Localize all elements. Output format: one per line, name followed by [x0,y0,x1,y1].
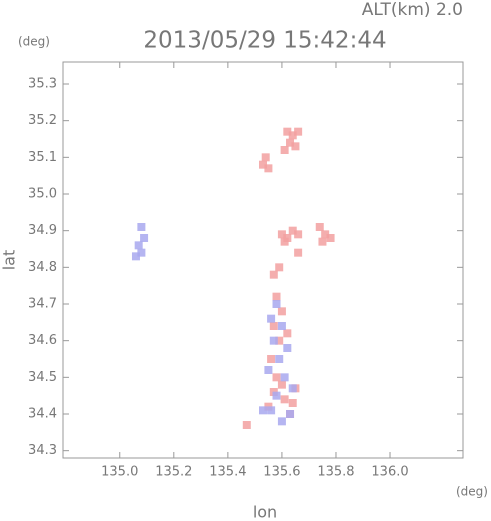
echo-point [277,307,286,316]
x-axis-label: lon [253,503,277,521]
echo-point [283,344,292,352]
echo-point [315,223,324,231]
echo-point [275,355,284,363]
echo-point [286,138,295,147]
echo-point [261,153,270,162]
echo-point [280,146,289,154]
echo-point [275,263,284,272]
echo-point [286,410,295,418]
echo-point [275,336,284,345]
y-tick-label: 35.2 [28,113,57,128]
y-tick-label: 34.3 [28,443,57,458]
y-axis-label: lat [0,250,19,271]
echo-point [280,373,289,382]
echo-point [277,230,286,239]
echo-point [264,164,273,173]
echo-point [283,329,292,338]
x-tick-label: 136.0 [371,465,408,480]
echo-point [321,230,330,239]
x-tick-label: 135.8 [317,465,354,480]
y-tick-label: 34.8 [28,260,57,275]
echo-point [288,131,297,140]
x-tick-label: 135.2 [155,465,192,480]
x-tick-label: 135.0 [101,465,138,480]
echo-point [277,380,286,389]
y-tick-label: 34.7 [28,297,57,312]
chart-subtitle: ALT(km) 2.0 [362,0,463,20]
echo-point [288,384,297,393]
echo-point [280,395,289,404]
echo-point [259,406,267,415]
echo-point [280,237,289,246]
x-unit: (deg) [456,485,488,499]
x-tick-label: 135.4 [209,465,246,480]
y-tick-label: 34.9 [28,223,57,238]
echo-point [326,234,335,242]
y-tick-label: 35.3 [28,77,57,92]
echo-point [288,226,297,235]
x-tick-label: 135.6 [263,465,300,480]
echo-point [269,322,278,330]
echo-point [272,373,281,382]
echo-point [294,248,303,257]
echo-point [277,322,286,330]
chart-title: 2013/05/29 15:42:44 [143,28,386,54]
echo-point [137,248,146,257]
echo-point [137,223,146,231]
echo-point [291,142,300,151]
y-tick-label: 34.5 [28,370,57,385]
echo-point [242,421,251,429]
echo-point [288,399,297,407]
echo-point [294,230,303,239]
echo-point [294,127,303,136]
echo-point [272,391,281,400]
echo-point [267,355,276,363]
echo-point [259,160,267,169]
echo-point [140,234,149,242]
echo-point [283,127,292,136]
y-tick-label: 34.4 [28,407,57,422]
plot-frame [62,61,464,459]
echo-point [318,237,327,246]
echo-point [134,241,143,250]
echo-point [272,292,281,301]
echo-point [272,300,281,308]
echo-point [267,406,276,415]
echo-point [277,417,286,426]
y-unit: (deg) [18,35,50,49]
echo-point [267,314,276,323]
y-tick-label: 34.6 [28,333,57,348]
echo-point [264,366,273,374]
y-tick-label: 35.0 [28,187,57,202]
echo-point [269,336,278,345]
echo-point [131,252,140,261]
echo-point [269,270,278,279]
y-tick-label: 35.1 [28,150,57,165]
